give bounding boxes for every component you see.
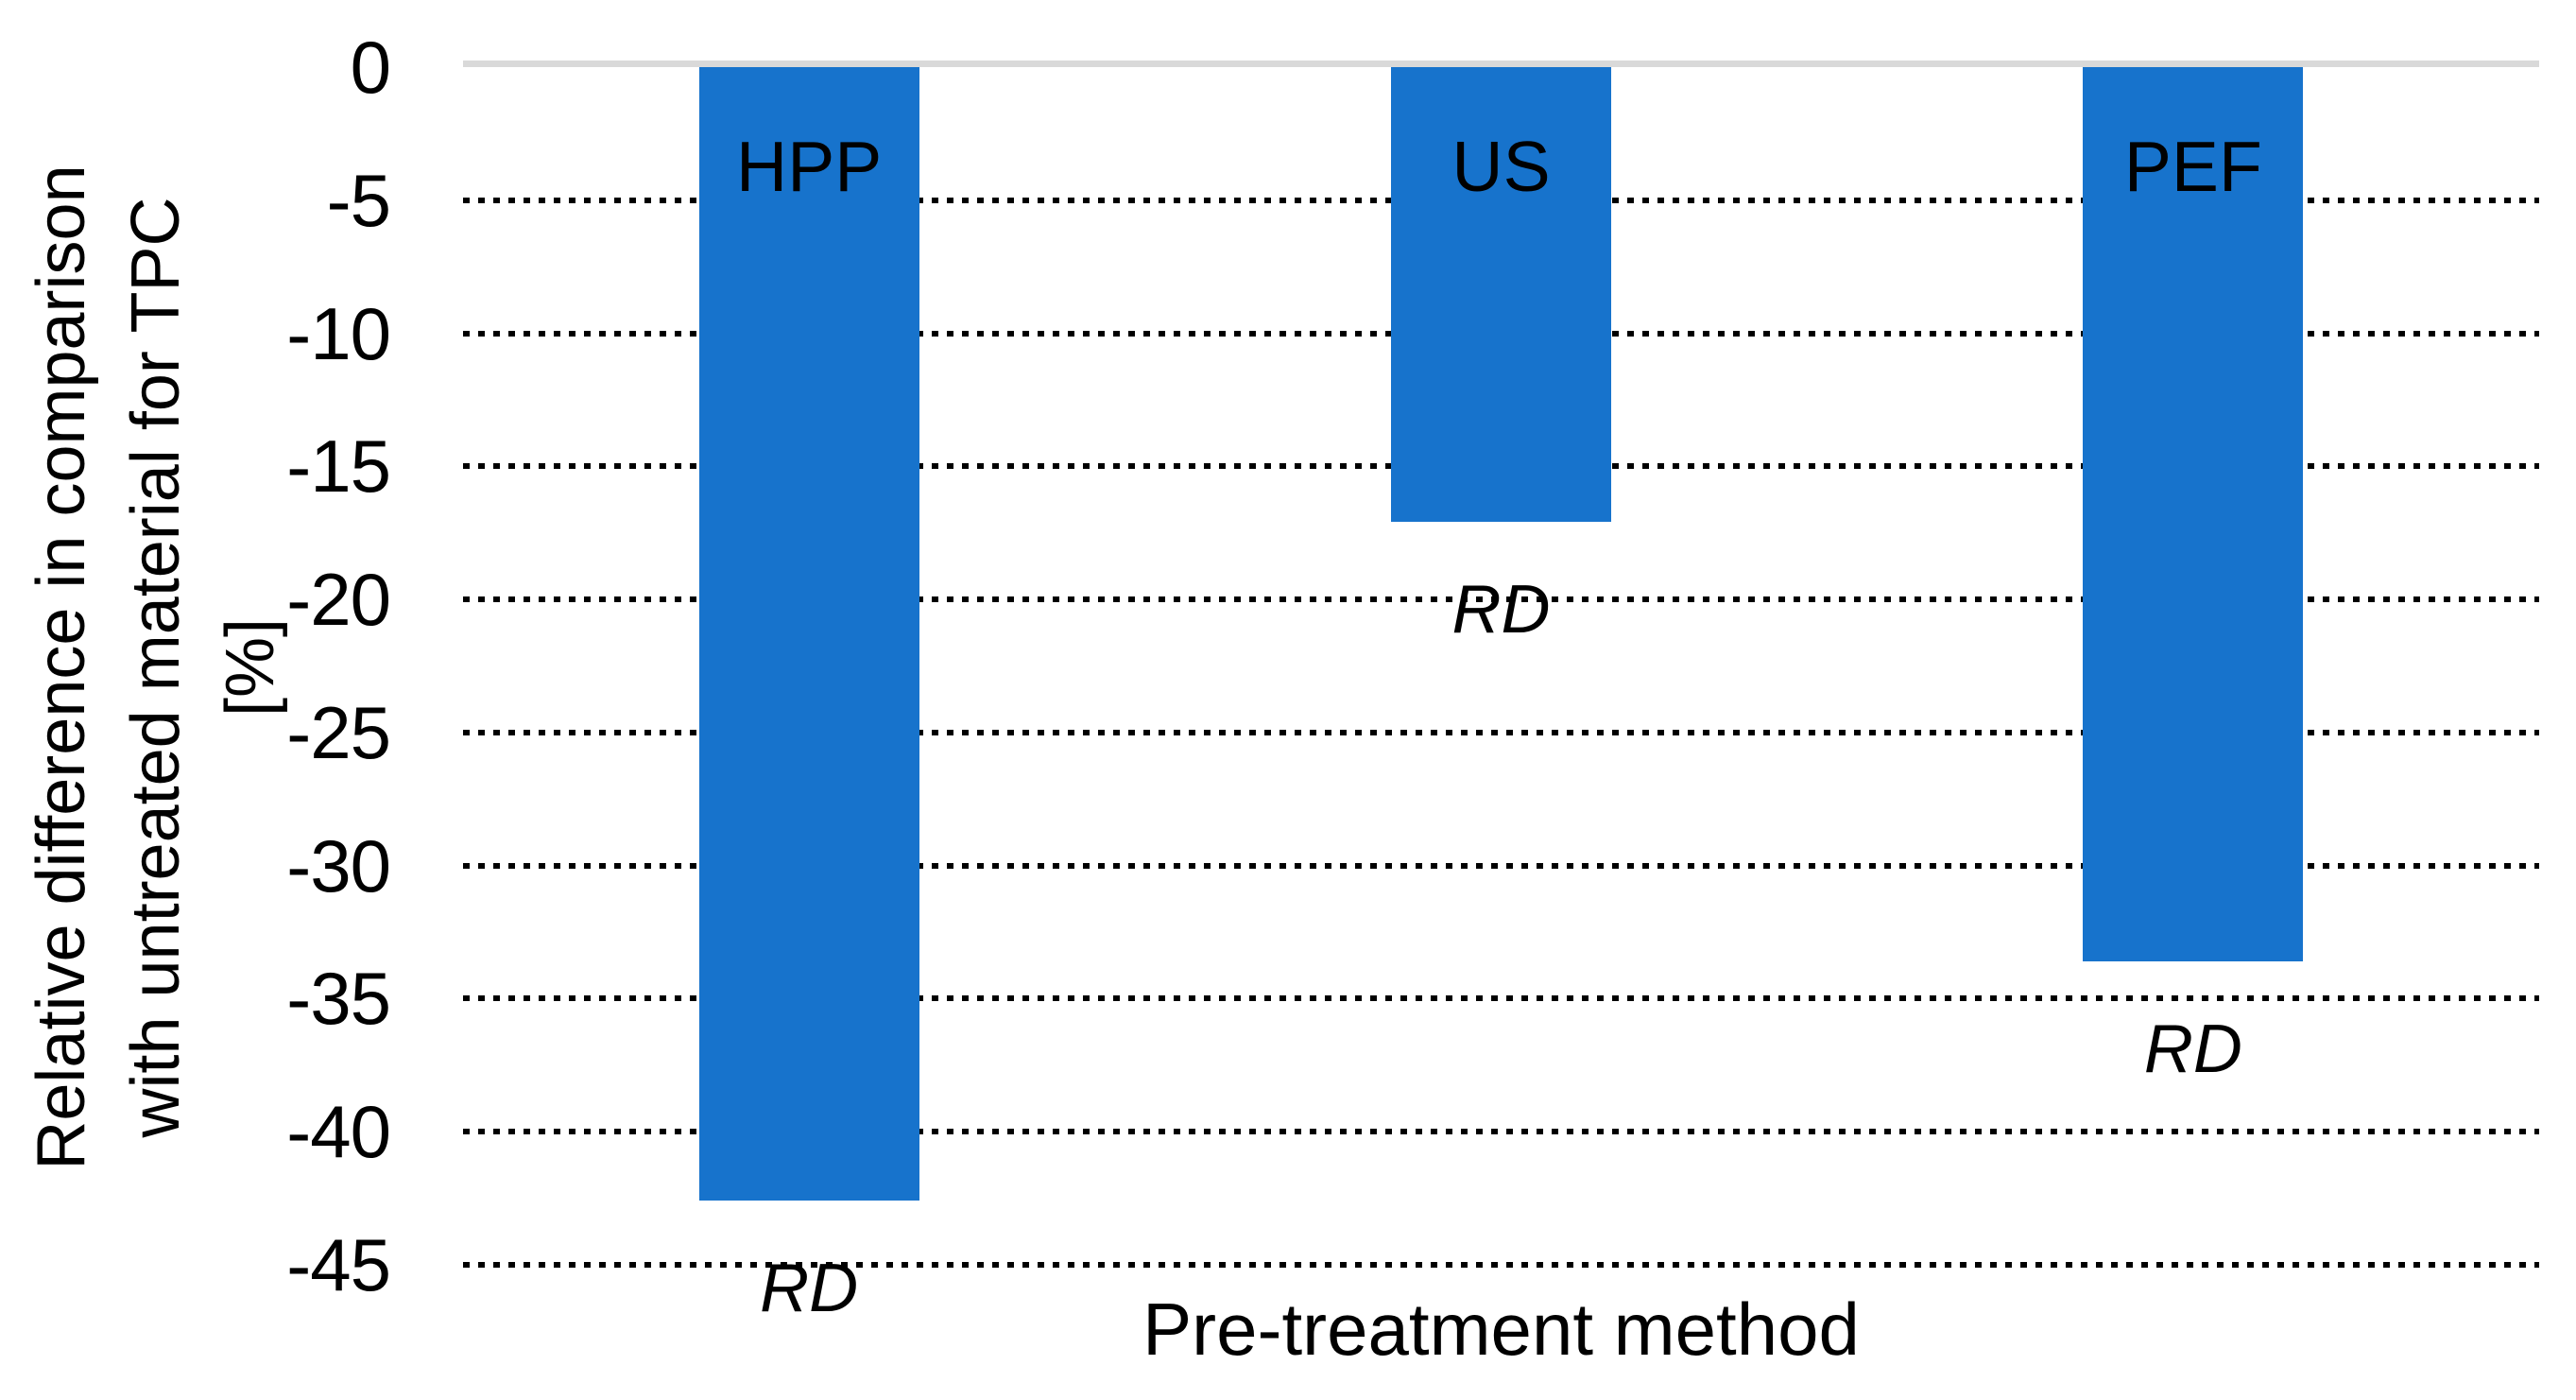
y-tick-label--30: -30 (286, 823, 391, 907)
bar-data-label-hpp: RD (760, 1251, 859, 1327)
gridline--35 (463, 995, 2539, 1002)
bar-pef: PEF (2083, 67, 2304, 961)
y-tick-label--40: -40 (286, 1090, 391, 1173)
bar-category-label-us: US (1451, 127, 1551, 206)
zero-axis-line (463, 60, 2539, 67)
gridline--45 (463, 1261, 2539, 1268)
y-tick-label-0: 0 (350, 26, 391, 109)
y-tick-label--35: -35 (286, 957, 391, 1041)
bar-us: US (1391, 67, 1611, 523)
bar-hpp: HPP (698, 67, 919, 1201)
gridline--40 (463, 1129, 2539, 1134)
bar-data-label-pef: RD (2143, 1011, 2242, 1087)
y-tick-label--15: -15 (286, 424, 391, 509)
y-tick-label--5: -5 (326, 158, 391, 242)
y-tick-label--25: -25 (286, 690, 391, 774)
x-axis-title: Pre-treatment method (1142, 1288, 1860, 1371)
y-tick-label--10: -10 (286, 291, 391, 375)
bar-data-label-us: RD (1451, 572, 1551, 648)
y-tick-label--45: -45 (286, 1222, 391, 1306)
plot-area: HPP RD US RD PEF RD (463, 0, 2539, 1400)
bar-category-label-pef: PEF (2123, 127, 2262, 206)
y-tick-label--20: -20 (286, 558, 391, 641)
gridline--25 (463, 729, 2539, 735)
gridline--20 (463, 596, 2539, 602)
gridline--30 (463, 862, 2539, 869)
bar-category-label-hpp: HPP (736, 127, 883, 206)
